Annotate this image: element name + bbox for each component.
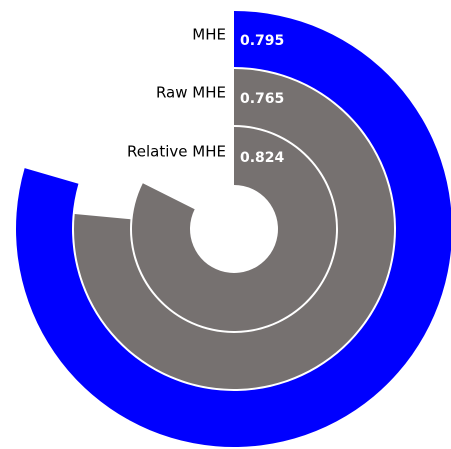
- radial-bar: [73, 69, 395, 389]
- value-label: 0.765: [240, 91, 284, 107]
- radial-bar: [132, 127, 336, 331]
- series-label: Raw MHE: [156, 84, 226, 102]
- value-label: 0.824: [240, 150, 285, 166]
- series-label: Relative MHE: [127, 143, 226, 161]
- value-label: 0.795: [240, 33, 284, 49]
- series-label: MHE: [192, 26, 226, 44]
